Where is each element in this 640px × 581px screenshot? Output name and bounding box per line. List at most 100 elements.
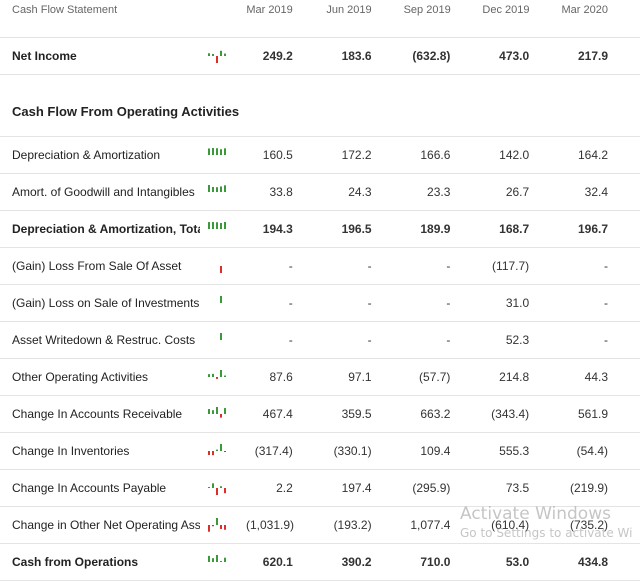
row-label: Other Operating Activities [0, 358, 200, 396]
table-row: Depreciation & Amortization, Total 194.3 1… [0, 210, 640, 248]
sparkline-bar [224, 557, 226, 562]
value-cell: 390.2 [324, 543, 404, 581]
value-cell: 87.6 [246, 358, 325, 396]
sparkline-bar [220, 370, 222, 377]
value-cell: - [324, 284, 404, 322]
sparkline-bar [220, 266, 222, 273]
table-row: (Gain) Loss From Sale Of Asset - - - (117.7)… [0, 247, 640, 285]
sparkline-bar [224, 375, 226, 377]
sparkline-icon[interactable] [200, 136, 246, 174]
sparkline-bar [216, 449, 218, 451]
value-cell: 710.0 [403, 543, 483, 581]
value-cell: - [561, 321, 640, 359]
period-header[interactable]: Sep 2019 [403, 0, 483, 38]
sparkline-bar [224, 488, 226, 494]
sparkline-bar [216, 148, 218, 155]
table-row: Amort. of Goodwill and Intangibles 33.8 24… [0, 173, 640, 211]
value-cell: (735.2) [561, 506, 640, 544]
sparkline-bar [212, 148, 214, 155]
period-header[interactable]: Mar 2020 [561, 0, 640, 38]
value-cell: 197.4 [324, 469, 404, 507]
sparkline-bar [212, 558, 214, 562]
value-cell: (610.4) [482, 506, 562, 544]
table-title: Cash Flow Statement [0, 0, 200, 38]
row-label: Change In Accounts Receivable [0, 395, 200, 433]
value-cell: 217.9 [561, 37, 640, 75]
sparkline-icon[interactable] [200, 358, 246, 396]
table-row: Net Income 249.2 183.6 (632.8) 473.0 217.9 [0, 37, 640, 75]
table-row: Change in Other Net Operating Assets (1,0… [0, 506, 640, 544]
sparkline-bar [220, 486, 222, 488]
value-cell: 434.8 [561, 543, 640, 581]
value-cell: - [403, 284, 483, 322]
value-cell: 359.5 [324, 395, 404, 433]
value-cell: 1,077.4 [403, 506, 483, 544]
value-cell: 620.1 [246, 543, 325, 581]
sparkline-icon[interactable] [200, 469, 246, 507]
sparkline-bar [220, 444, 222, 451]
sparkline-icon[interactable] [200, 543, 246, 581]
value-cell: 249.2 [246, 37, 325, 75]
sparkline-icon[interactable] [200, 37, 246, 75]
value-cell: 183.6 [324, 37, 404, 75]
sparkline-bar [220, 561, 222, 562]
row-label: Depreciation & Amortization, Total [0, 210, 200, 248]
value-cell: 32.4 [561, 173, 640, 211]
sparkline-bar [208, 148, 210, 155]
sparkline-bar [224, 525, 226, 530]
value-cell: (632.8) [403, 37, 483, 75]
sparkline-bar [212, 410, 214, 414]
table-row: Asset Writedown & Restruc. Costs - - -52.3- [0, 321, 640, 359]
sparkline-bar [208, 53, 210, 56]
value-cell: 214.8 [482, 358, 562, 396]
sparkline-icon[interactable] [200, 247, 246, 285]
value-cell: 168.7 [482, 210, 562, 248]
sparkline-bar [208, 451, 210, 456]
sparkline-icon[interactable] [200, 210, 246, 248]
sparkline-bar [208, 555, 210, 562]
sparkline-icon[interactable] [200, 284, 246, 322]
table-row: Other Operating Activities 87.6 97.1 (57.7)… [0, 358, 640, 396]
value-cell: (117.7) [482, 247, 562, 285]
value-cell: 31.0 [482, 284, 562, 322]
sparkline-bar [212, 483, 214, 488]
row-label: Change In Inventories [0, 432, 200, 470]
sparkline-bar [220, 296, 222, 303]
value-cell: 561.9 [561, 395, 640, 433]
sparkline-bar [216, 187, 218, 192]
sparkline-bar [208, 222, 210, 229]
sparkline-bar [208, 525, 210, 532]
sparkline-icon[interactable] [200, 321, 246, 359]
value-cell: (57.7) [403, 358, 483, 396]
sparkline-bar [208, 374, 210, 377]
value-cell: 164.2 [561, 136, 640, 174]
value-cell: - [403, 247, 483, 285]
sparkline-bar [212, 53, 214, 56]
value-cell: 142.0 [482, 136, 562, 174]
value-cell: 33.8 [246, 173, 325, 211]
period-header[interactable]: Mar 2019 [246, 0, 325, 38]
sparkline-icon[interactable] [200, 432, 246, 470]
sparkline-icon[interactable] [200, 173, 246, 211]
value-cell: (1,031.9) [246, 506, 325, 544]
period-header[interactable]: Dec 2019 [482, 0, 562, 38]
sparkline-bar [208, 185, 210, 192]
row-label: Depreciation & Amortization [0, 136, 200, 174]
value-cell: 473.0 [482, 37, 562, 75]
value-cell: (193.2) [324, 506, 404, 544]
value-cell: - [561, 247, 640, 285]
sparkline-bar [212, 222, 214, 229]
sparkline-bar [208, 409, 210, 414]
period-header[interactable]: Jun 2019 [324, 0, 404, 38]
value-cell: 2.2 [246, 469, 325, 507]
section-header-row: Cash Flow From Operating Activities [0, 74, 640, 137]
sparkline-icon[interactable] [200, 506, 246, 544]
row-label: Change In Accounts Payable [0, 469, 200, 507]
sparkline-bar [220, 333, 222, 340]
value-cell: 196.5 [324, 210, 404, 248]
value-cell: 23.3 [403, 173, 483, 211]
value-cell: 73.5 [482, 469, 562, 507]
value-cell: 24.3 [324, 173, 404, 211]
sparkline-icon[interactable] [200, 395, 246, 433]
